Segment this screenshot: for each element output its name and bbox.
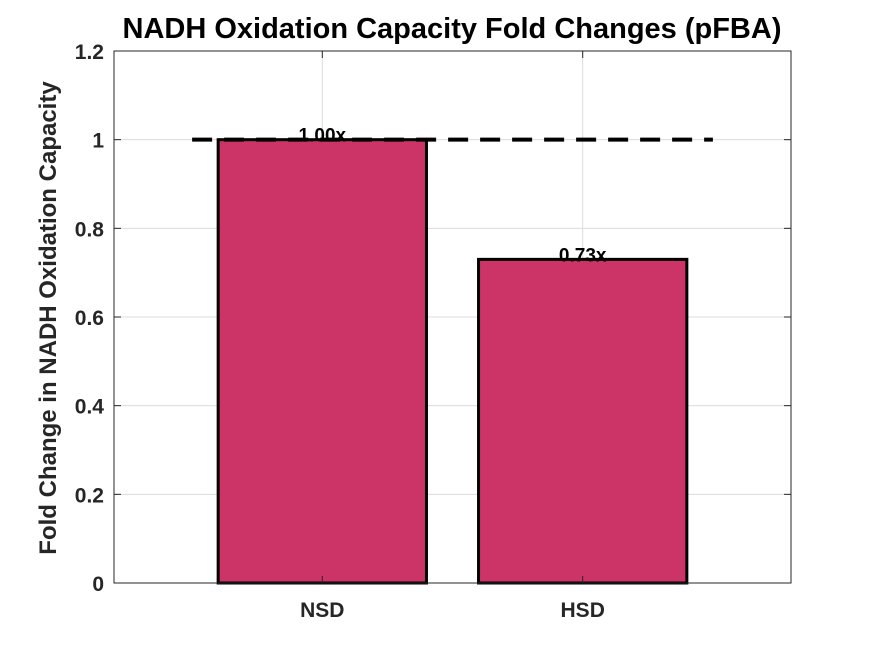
x-tick-label: NSD (300, 599, 344, 622)
axis-ticks (114, 50, 791, 584)
data-label: 1.00x (299, 126, 347, 147)
bars (216, 138, 689, 585)
bar-nsd (216, 138, 428, 585)
data-labels: 1.00x 0.73x (299, 126, 607, 267)
y-tick-label: 0.2 (75, 484, 104, 507)
data-label: 0.73x (559, 245, 607, 266)
x-tick-label: HSD (561, 599, 605, 622)
y-tick-label: 0.6 (75, 307, 104, 330)
chart-title: NADH Oxidation Capacity Fold Changes (pF… (123, 13, 782, 45)
y-tick-label: 1.2 (75, 41, 104, 64)
x-tick-labels: NSD HSD (300, 599, 605, 622)
y-tick-label: 1 (92, 130, 104, 153)
bar-hsd (477, 257, 689, 585)
y-axis-label: Fold Change in NADH Oxidation Capacity (35, 81, 62, 555)
gridlines (114, 50, 791, 584)
y-tick-labels: 0 0.2 0.4 0.6 0.8 1 1.2 (75, 41, 105, 596)
y-tick-label: 0 (92, 573, 104, 596)
y-tick-label: 0.8 (75, 218, 105, 241)
y-tick-label: 0.4 (75, 396, 105, 419)
